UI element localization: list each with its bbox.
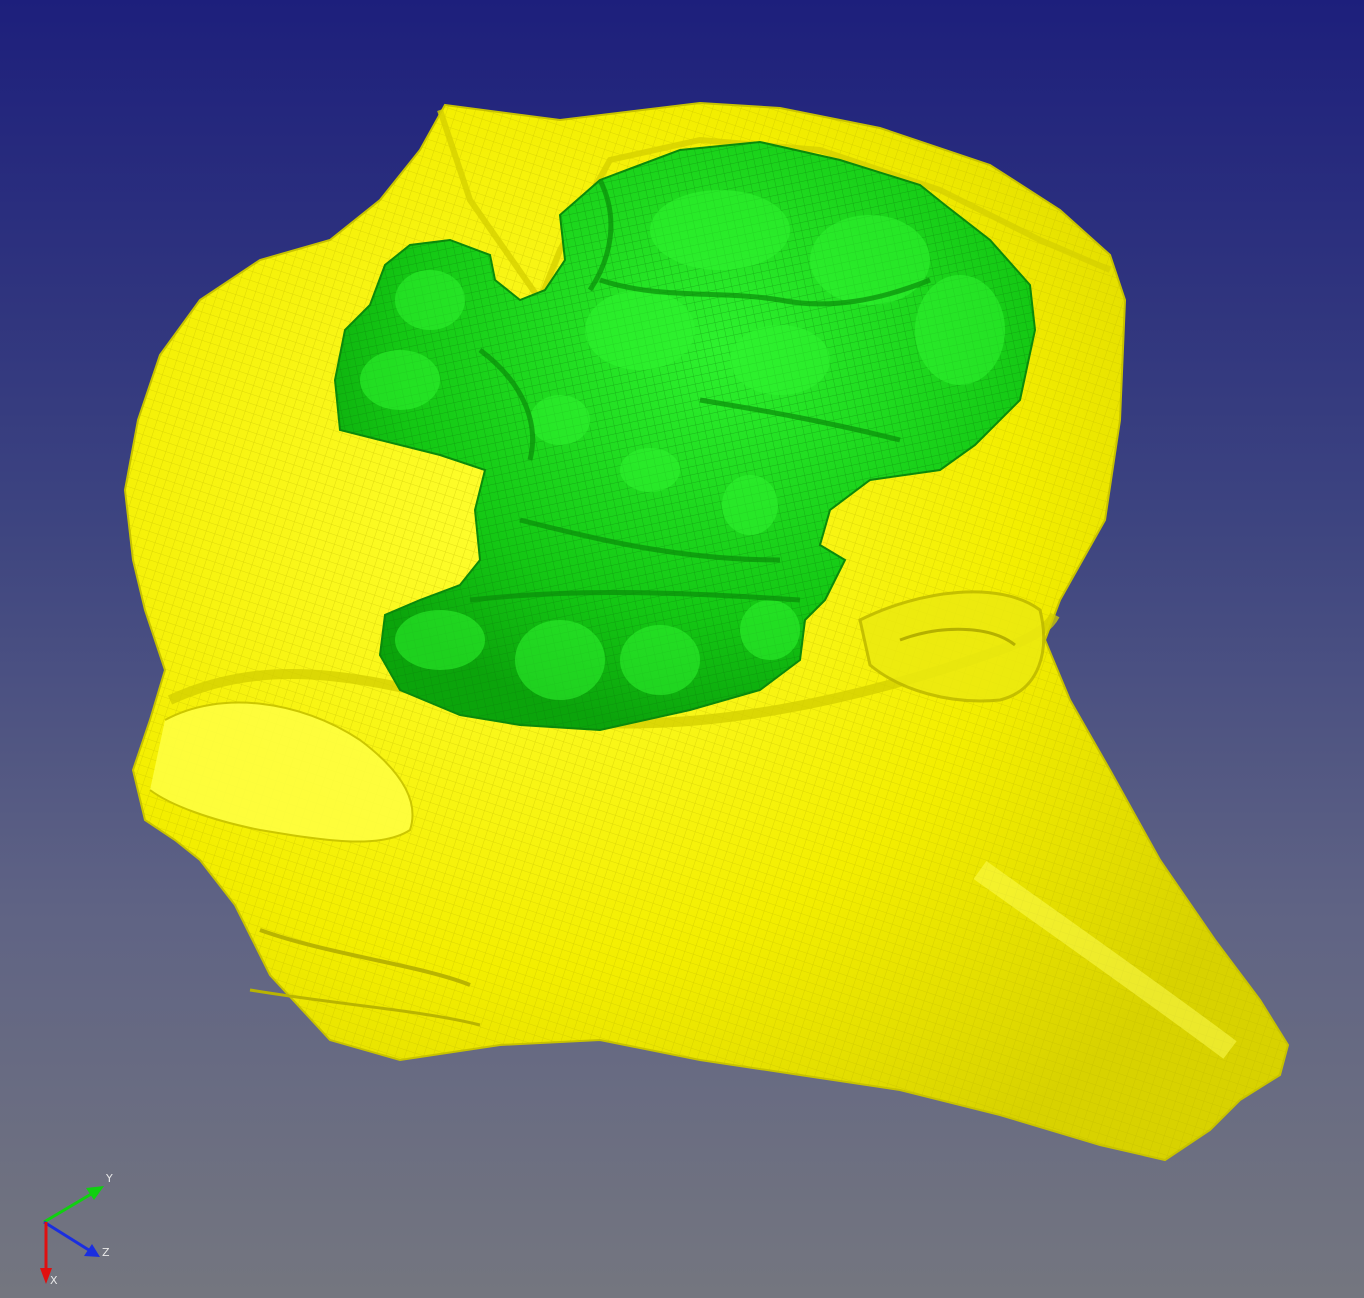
axis-z-label: Z <box>102 1246 110 1259</box>
brain-mesh[interactable] <box>333 140 1037 732</box>
axis-x-arrow <box>40 1222 52 1284</box>
axis-y-arrow <box>43 1186 104 1224</box>
axis-z-arrow <box>43 1220 100 1257</box>
axis-y-label: Y <box>105 1172 113 1185</box>
axis-x-label: X <box>50 1274 58 1287</box>
axis-triad: Y Z X <box>40 1172 113 1287</box>
